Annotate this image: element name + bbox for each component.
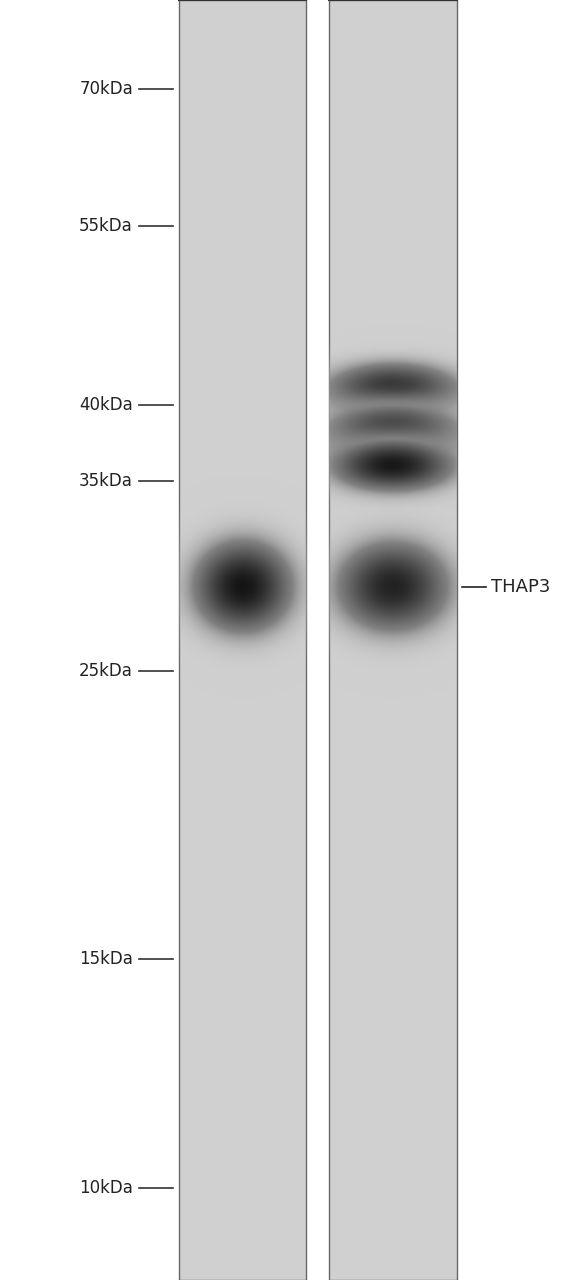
Text: 70kDa: 70kDa	[79, 81, 133, 99]
Text: 40kDa: 40kDa	[79, 397, 133, 415]
Text: 10kDa: 10kDa	[79, 1179, 133, 1197]
Text: 25kDa: 25kDa	[79, 662, 133, 680]
Text: 35kDa: 35kDa	[79, 472, 133, 490]
Text: 55kDa: 55kDa	[79, 216, 133, 234]
Bar	[179, 0, 306, 1280]
Bar	[329, 0, 457, 1280]
Text: 15kDa: 15kDa	[79, 950, 133, 968]
Text: THAP3: THAP3	[491, 579, 551, 596]
